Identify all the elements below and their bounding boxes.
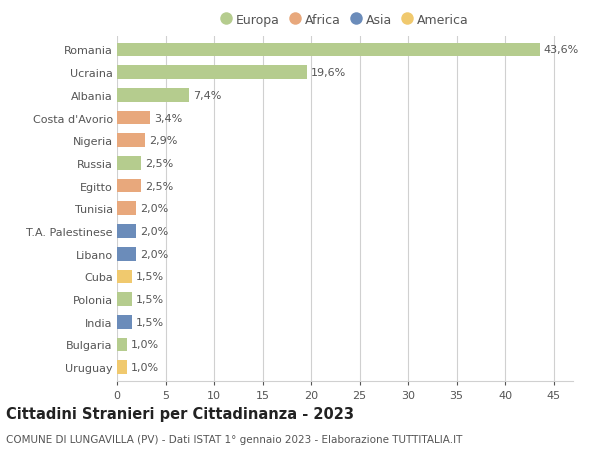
Bar: [117, 338, 127, 352]
Text: COMUNE DI LUNGAVILLA (PV) - Dati ISTAT 1° gennaio 2023 - Elaborazione TUTTITALIA: COMUNE DI LUNGAVILLA (PV) - Dati ISTAT 1…: [6, 434, 463, 444]
Legend: Europa, Africa, Asia, America: Europa, Africa, Asia, America: [221, 14, 469, 27]
Text: 3,4%: 3,4%: [154, 113, 182, 123]
Text: 43,6%: 43,6%: [544, 45, 579, 55]
Bar: [117, 134, 145, 148]
Bar: [117, 247, 136, 261]
Bar: [117, 179, 141, 193]
Text: 2,0%: 2,0%: [140, 226, 169, 236]
Bar: [117, 66, 307, 80]
Text: 1,5%: 1,5%: [136, 294, 164, 304]
Text: 1,0%: 1,0%: [131, 363, 159, 372]
Bar: [117, 293, 131, 306]
Text: Cittadini Stranieri per Cittadinanza - 2023: Cittadini Stranieri per Cittadinanza - 2…: [6, 406, 354, 421]
Text: 1,5%: 1,5%: [136, 272, 164, 282]
Text: 7,4%: 7,4%: [193, 90, 221, 101]
Text: 1,5%: 1,5%: [136, 317, 164, 327]
Bar: [117, 202, 136, 216]
Text: 19,6%: 19,6%: [311, 68, 346, 78]
Bar: [117, 157, 141, 170]
Text: 2,5%: 2,5%: [145, 181, 173, 191]
Text: 2,0%: 2,0%: [140, 204, 169, 214]
Bar: [117, 112, 150, 125]
Text: 1,0%: 1,0%: [131, 340, 159, 350]
Bar: [117, 270, 131, 284]
Bar: [117, 225, 136, 238]
Text: 2,9%: 2,9%: [149, 136, 178, 146]
Bar: [117, 89, 189, 102]
Text: 2,0%: 2,0%: [140, 249, 169, 259]
Text: 2,5%: 2,5%: [145, 158, 173, 168]
Bar: [117, 361, 127, 374]
Bar: [117, 44, 540, 57]
Bar: [117, 315, 131, 329]
